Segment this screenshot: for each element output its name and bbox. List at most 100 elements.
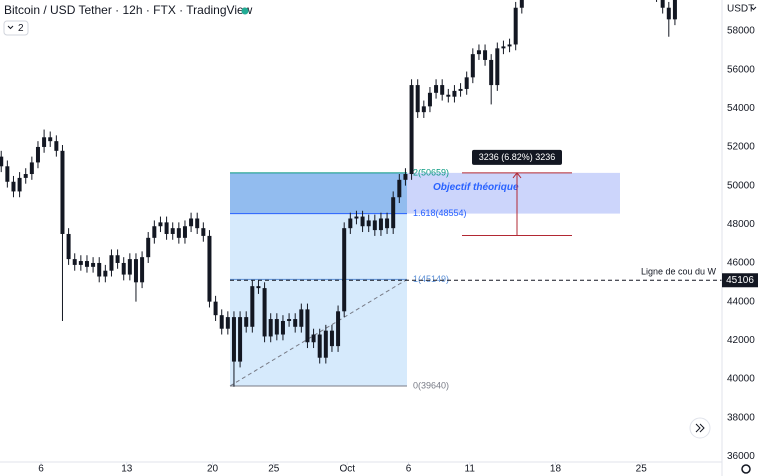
candle-body bbox=[489, 59, 494, 86]
candle-body bbox=[329, 330, 334, 347]
x-tick-label: 6 bbox=[406, 464, 412, 475]
y-tick-label: 42000 bbox=[727, 335, 755, 346]
candle-body bbox=[501, 46, 506, 49]
candle-body bbox=[201, 228, 206, 236]
candle-body bbox=[409, 85, 414, 175]
candle-body bbox=[317, 334, 322, 358]
candle-body bbox=[219, 315, 224, 329]
candle-body bbox=[213, 301, 218, 316]
candle-body bbox=[115, 255, 120, 263]
candle-body bbox=[127, 259, 132, 275]
candle-body bbox=[231, 317, 236, 362]
y-tick-label: 54000 bbox=[727, 103, 755, 114]
candle-body bbox=[146, 237, 151, 258]
candle-body bbox=[256, 286, 261, 289]
candle-body bbox=[78, 261, 83, 265]
fib-label: 1.618(48554) bbox=[413, 208, 467, 218]
candle-body bbox=[464, 77, 469, 89]
fib-label: 1(45149) bbox=[413, 274, 449, 284]
candle-body bbox=[140, 257, 145, 283]
candle-body bbox=[440, 85, 445, 95]
candle-body bbox=[0, 156, 4, 167]
candle-body bbox=[23, 174, 28, 178]
candle-body bbox=[293, 319, 298, 327]
candle-body bbox=[207, 235, 212, 302]
candle-body bbox=[54, 141, 59, 151]
y-tick-label: 40000 bbox=[727, 374, 755, 385]
candle-body bbox=[225, 317, 230, 329]
x-tick-label: 25 bbox=[636, 464, 648, 475]
measure-label-box bbox=[472, 149, 562, 165]
candle-body bbox=[666, 7, 671, 20]
candle-body bbox=[158, 222, 163, 227]
status-dot bbox=[241, 7, 249, 15]
candle-body bbox=[48, 137, 53, 142]
candle-body bbox=[299, 309, 304, 327]
fib-label: 0(39640) bbox=[413, 380, 449, 390]
candle-body bbox=[274, 319, 279, 335]
settings-icon[interactable] bbox=[741, 464, 751, 474]
candle-body bbox=[378, 218, 383, 231]
candle-body bbox=[133, 259, 138, 283]
candle-body bbox=[244, 317, 249, 327]
measure-arrowhead bbox=[512, 172, 522, 179]
candle-body bbox=[427, 92, 432, 107]
candle-body bbox=[372, 220, 377, 231]
x-tick-label: 18 bbox=[550, 464, 562, 475]
fib-label: 2(50659) bbox=[413, 167, 449, 177]
candle-body bbox=[360, 216, 365, 227]
fib-zone-lower bbox=[230, 213, 407, 386]
candle-body bbox=[342, 228, 347, 312]
candle-body bbox=[84, 261, 89, 267]
candle-body bbox=[452, 90, 457, 97]
candle-body bbox=[672, 0, 677, 20]
candle-body bbox=[109, 255, 114, 271]
target-label: Objectif théorique bbox=[433, 182, 519, 193]
candle-body bbox=[366, 220, 371, 227]
y-tick-label: 48000 bbox=[727, 219, 755, 230]
candle-body bbox=[29, 162, 34, 175]
candle-body bbox=[268, 319, 273, 337]
x-tick-label: 25 bbox=[268, 464, 280, 475]
candle-body bbox=[164, 222, 169, 234]
candle-body bbox=[17, 177, 22, 192]
candle-body bbox=[170, 228, 175, 234]
y-tick-label: 58000 bbox=[727, 26, 755, 37]
measure-label: 3236 (6.82%) 3236 bbox=[479, 152, 556, 162]
candle-body bbox=[182, 226, 187, 238]
candle-body bbox=[60, 150, 65, 234]
candle-body bbox=[5, 166, 10, 182]
indicator-badge[interactable] bbox=[3, 20, 29, 36]
candle-body bbox=[189, 218, 194, 227]
y-tick-label: 52000 bbox=[727, 142, 755, 153]
candle-body bbox=[397, 179, 402, 198]
candle-body bbox=[280, 320, 285, 335]
y-tick-label: 50000 bbox=[727, 180, 755, 191]
candle-body bbox=[495, 48, 500, 86]
x-tick-label: 11 bbox=[465, 464, 476, 475]
x-tick-label: 20 bbox=[207, 464, 219, 475]
candle-body bbox=[262, 288, 267, 337]
candle-body bbox=[66, 233, 71, 260]
candle-body bbox=[415, 85, 420, 113]
y-tick-label: 44000 bbox=[727, 296, 755, 307]
candle-body bbox=[195, 218, 200, 229]
candle-body bbox=[446, 94, 451, 97]
price-tag bbox=[722, 273, 758, 288]
candle-body bbox=[305, 309, 310, 343]
y-tick-label: 46000 bbox=[727, 258, 755, 269]
y-tick-label: 36000 bbox=[727, 451, 755, 462]
currency-chevron bbox=[750, 6, 757, 11]
candle-body bbox=[391, 197, 396, 229]
currency-label[interactable]: USDT bbox=[727, 4, 754, 15]
candle-body bbox=[660, 0, 665, 8]
candle-body bbox=[470, 54, 475, 78]
y-tick-label: 56000 bbox=[727, 64, 755, 75]
chevron bbox=[7, 25, 14, 30]
candle-body bbox=[311, 334, 316, 343]
candle-body bbox=[11, 181, 16, 192]
scroll-icon bbox=[695, 423, 705, 433]
candle-body bbox=[323, 330, 328, 358]
candle-body bbox=[287, 319, 292, 321]
